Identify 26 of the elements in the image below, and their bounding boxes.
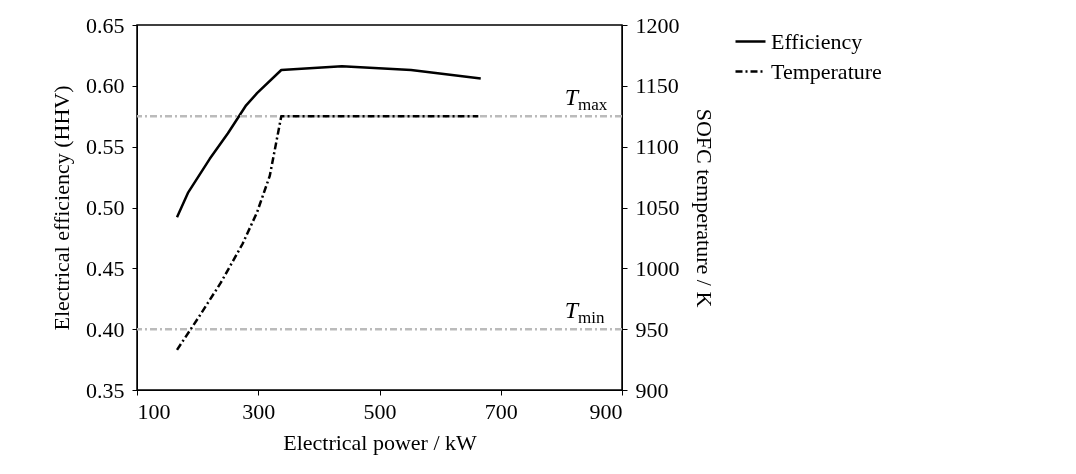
y2-tick-label: 900 (635, 377, 669, 403)
y2-tick-label: 1100 (635, 134, 679, 160)
y-tick-label: 0.35 (86, 377, 125, 403)
y2-tick-label: 950 (635, 316, 669, 342)
y2-tick-label: 1200 (635, 12, 680, 38)
y-tick-label: 0.55 (86, 134, 125, 160)
x-axis-title: Electrical power / kW (283, 429, 478, 455)
x-tick-label: 900 (589, 398, 623, 424)
x-tick-label: 700 (484, 398, 518, 424)
y2-axis-title: SOFC temperature / K (691, 108, 717, 308)
y2-tick-label: 1000 (635, 255, 680, 281)
y-axis-title: Electrical efficiency (HHV) (49, 85, 74, 331)
legend-label: Efficiency (771, 28, 863, 54)
y-tick-label: 0.50 (86, 195, 125, 220)
y2-tick-label: 1050 (635, 195, 680, 220)
y2-tick-label: 1150 (635, 73, 679, 99)
y-tick-label: 0.40 (86, 316, 125, 342)
x-tick-label: 100 (137, 398, 171, 424)
y-tick-label: 0.60 (86, 73, 125, 99)
x-tick-label: 500 (363, 398, 397, 424)
x-tick-label: 300 (242, 398, 276, 424)
line-series (175, 115, 480, 352)
line-series (175, 65, 482, 219)
legend-label: Temperature (771, 58, 882, 84)
y-tick-label: 0.45 (86, 255, 125, 281)
y-tick-label: 0.65 (86, 12, 125, 38)
